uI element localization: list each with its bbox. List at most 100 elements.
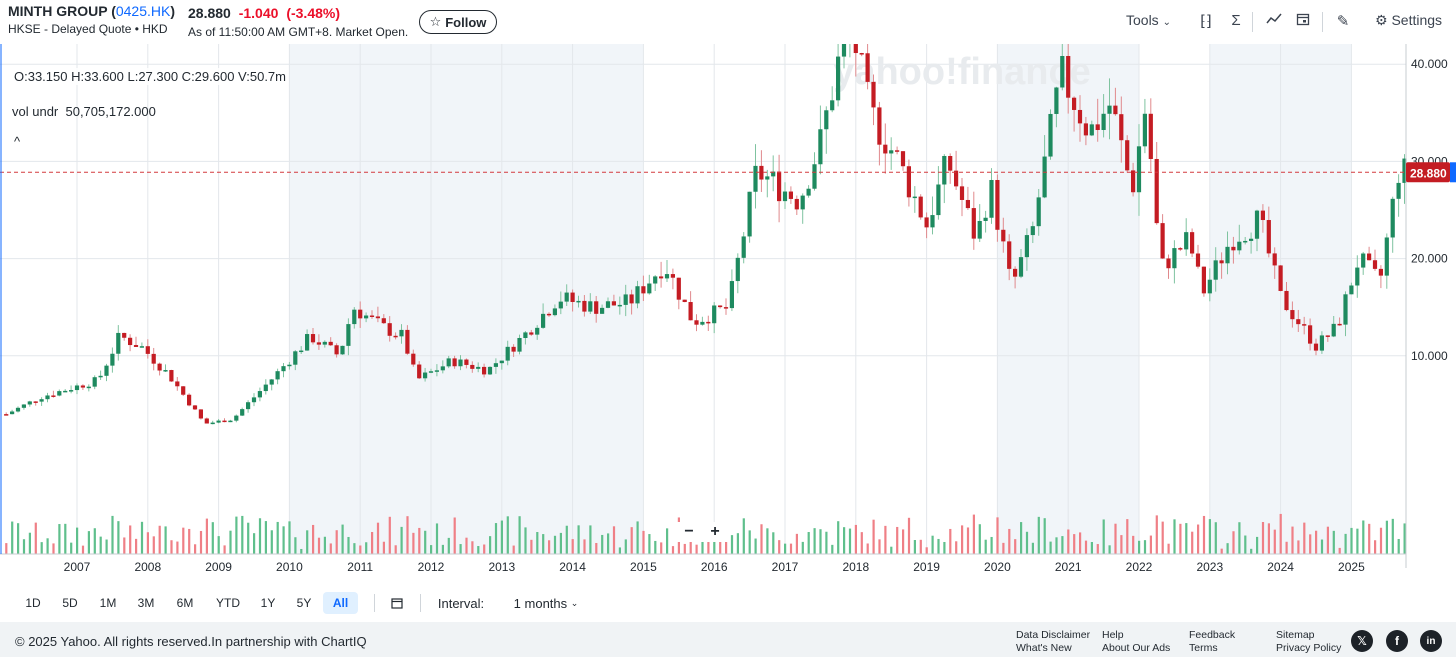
down-candle <box>157 363 162 371</box>
volume-bar-up <box>813 528 816 554</box>
whats-new-link[interactable]: What's New <box>1016 642 1072 654</box>
volume-bar-down <box>1202 515 1206 554</box>
volume-bar-up <box>282 526 285 554</box>
quote-header: MINTH GROUP (0425.HK) HKSE - Delayed Quo… <box>0 0 1456 44</box>
volume-bar-down <box>1374 540 1377 554</box>
tools-dropdown[interactable]: Tools ⌄ <box>1126 12 1171 28</box>
follow-button[interactable]: ☆ Follow <box>419 10 497 34</box>
data-disclaimer-link[interactable]: Data Disclaimer <box>1016 629 1091 641</box>
volume-bar-up <box>837 521 840 554</box>
range-1m-button[interactable]: 1M <box>99 596 117 610</box>
volume-bar-up <box>241 515 244 554</box>
up-candle <box>712 305 717 324</box>
down-candle <box>1083 123 1088 136</box>
x-tick-label: 2013 <box>488 560 515 574</box>
volume-bar-down <box>1368 523 1371 554</box>
footer-links-col-3: Feedback Terms <box>1189 629 1235 655</box>
compare-bracket-icon[interactable]: ⁅⁆ <box>1200 13 1212 30</box>
zoom-in-button[interactable]: + <box>710 523 720 540</box>
calendar-icon[interactable] <box>386 592 408 614</box>
volume-bar-up <box>1350 527 1353 554</box>
volume-bar-down <box>1309 534 1312 554</box>
down-candle <box>1077 109 1083 124</box>
range-1d-button[interactable]: 1D <box>25 596 41 610</box>
y-tick-label: 20.000 <box>1411 252 1448 266</box>
volume-bar-down <box>1261 522 1265 554</box>
down-candle <box>417 364 422 379</box>
up-candle <box>983 217 988 221</box>
up-candle <box>45 395 50 400</box>
trend-line-icon[interactable] <box>1264 12 1284 30</box>
down-candle <box>1001 229 1006 242</box>
ticker-symbol-link[interactable]: 0425.HK <box>115 3 171 19</box>
down-candle <box>482 366 487 375</box>
range-all-button[interactable]: All <box>323 592 358 614</box>
up-candle <box>1089 124 1094 136</box>
market-status: As of 11:50:00 AM GMT+8. Market Open. <box>188 25 409 39</box>
range-divider <box>420 594 421 612</box>
footer-links-col-4: Sitemap Privacy Policy <box>1276 629 1341 655</box>
volume-bar-up <box>654 540 657 554</box>
range-6m-button[interactable]: 6M <box>176 596 194 610</box>
volume-bar-down <box>760 524 763 554</box>
volume-bar-up <box>87 531 90 554</box>
up-candle <box>1390 198 1395 238</box>
up-candle <box>889 150 894 154</box>
range-5d-button[interactable]: 5D <box>62 596 78 610</box>
price-chart[interactable]: yahoo!finance50.00040.00030.00020.00010.… <box>0 0 1456 592</box>
down-candle <box>877 107 882 145</box>
volume-bar-up <box>1061 536 1064 554</box>
down-candle <box>128 337 133 346</box>
volume-bar-down <box>530 539 533 554</box>
help-link[interactable]: Help <box>1102 629 1124 641</box>
about-our-ads-link[interactable]: About Our Ads <box>1102 642 1171 654</box>
volume-bar-up <box>831 544 834 554</box>
up-candle <box>139 346 144 348</box>
down-candle <box>33 401 38 403</box>
x-icon[interactable]: 𝕏 <box>1351 630 1373 652</box>
sitemap-link[interactable]: Sitemap <box>1276 629 1315 641</box>
volume-bar-down <box>1279 513 1282 554</box>
feedback-link[interactable]: Feedback <box>1189 629 1236 641</box>
volume-bar-down <box>81 545 85 554</box>
up-candle <box>588 301 593 312</box>
range-1y-button[interactable]: 1Y <box>260 596 276 610</box>
linkedin-icon[interactable]: in <box>1420 630 1442 652</box>
pencil-draw-icon[interactable]: ✎ <box>1336 13 1350 30</box>
volume-bar-up <box>848 528 852 554</box>
sigma-indicator-icon[interactable]: Σ <box>1231 12 1241 29</box>
up-candle <box>1184 232 1189 250</box>
facebook-icon[interactable]: f <box>1386 630 1408 652</box>
volume-bar-up <box>730 535 734 554</box>
down-candle <box>4 414 9 416</box>
volume-bar-up <box>111 515 114 554</box>
settings-button[interactable]: ⚙ Settings <box>1375 12 1442 29</box>
collapse-caret-icon[interactable]: ^ <box>14 134 21 149</box>
up-candle <box>771 171 776 177</box>
volume-bar-up <box>306 530 309 554</box>
up-candle <box>1136 146 1142 193</box>
down-candle <box>900 151 906 167</box>
terms-link[interactable]: Terms <box>1189 642 1218 654</box>
down-candle <box>387 323 392 336</box>
privacy-policy-link[interactable]: Privacy Policy <box>1276 642 1342 654</box>
range-5y-button[interactable]: 5Y <box>296 596 312 610</box>
footer: © 2025 Yahoo. All rights reserved.In par… <box>0 622 1456 657</box>
candlestick-chart-svg[interactable]: yahoo!finance50.00040.00030.00020.00010.… <box>0 0 1456 592</box>
volume-bar-up <box>825 531 828 554</box>
volume-bar-down <box>660 542 663 554</box>
calendar-events-icon[interactable] <box>1293 12 1313 30</box>
down-candle <box>222 420 227 423</box>
volume-bar-up <box>1250 548 1253 554</box>
range-ytd-button[interactable]: YTD <box>216 596 240 610</box>
up-candle <box>558 301 563 309</box>
range-3m-button[interactable]: 3M <box>137 596 155 610</box>
up-candle <box>210 422 215 425</box>
volume-bar-down <box>388 516 391 554</box>
interval-dropdown[interactable]: 1 months ⌄ <box>506 592 586 614</box>
volume-bar-down <box>317 537 321 554</box>
up-candle <box>735 257 740 282</box>
volume-bar-up <box>347 536 350 554</box>
volume-bar-down <box>907 517 911 554</box>
zoom-out-button[interactable]: − <box>684 523 694 540</box>
